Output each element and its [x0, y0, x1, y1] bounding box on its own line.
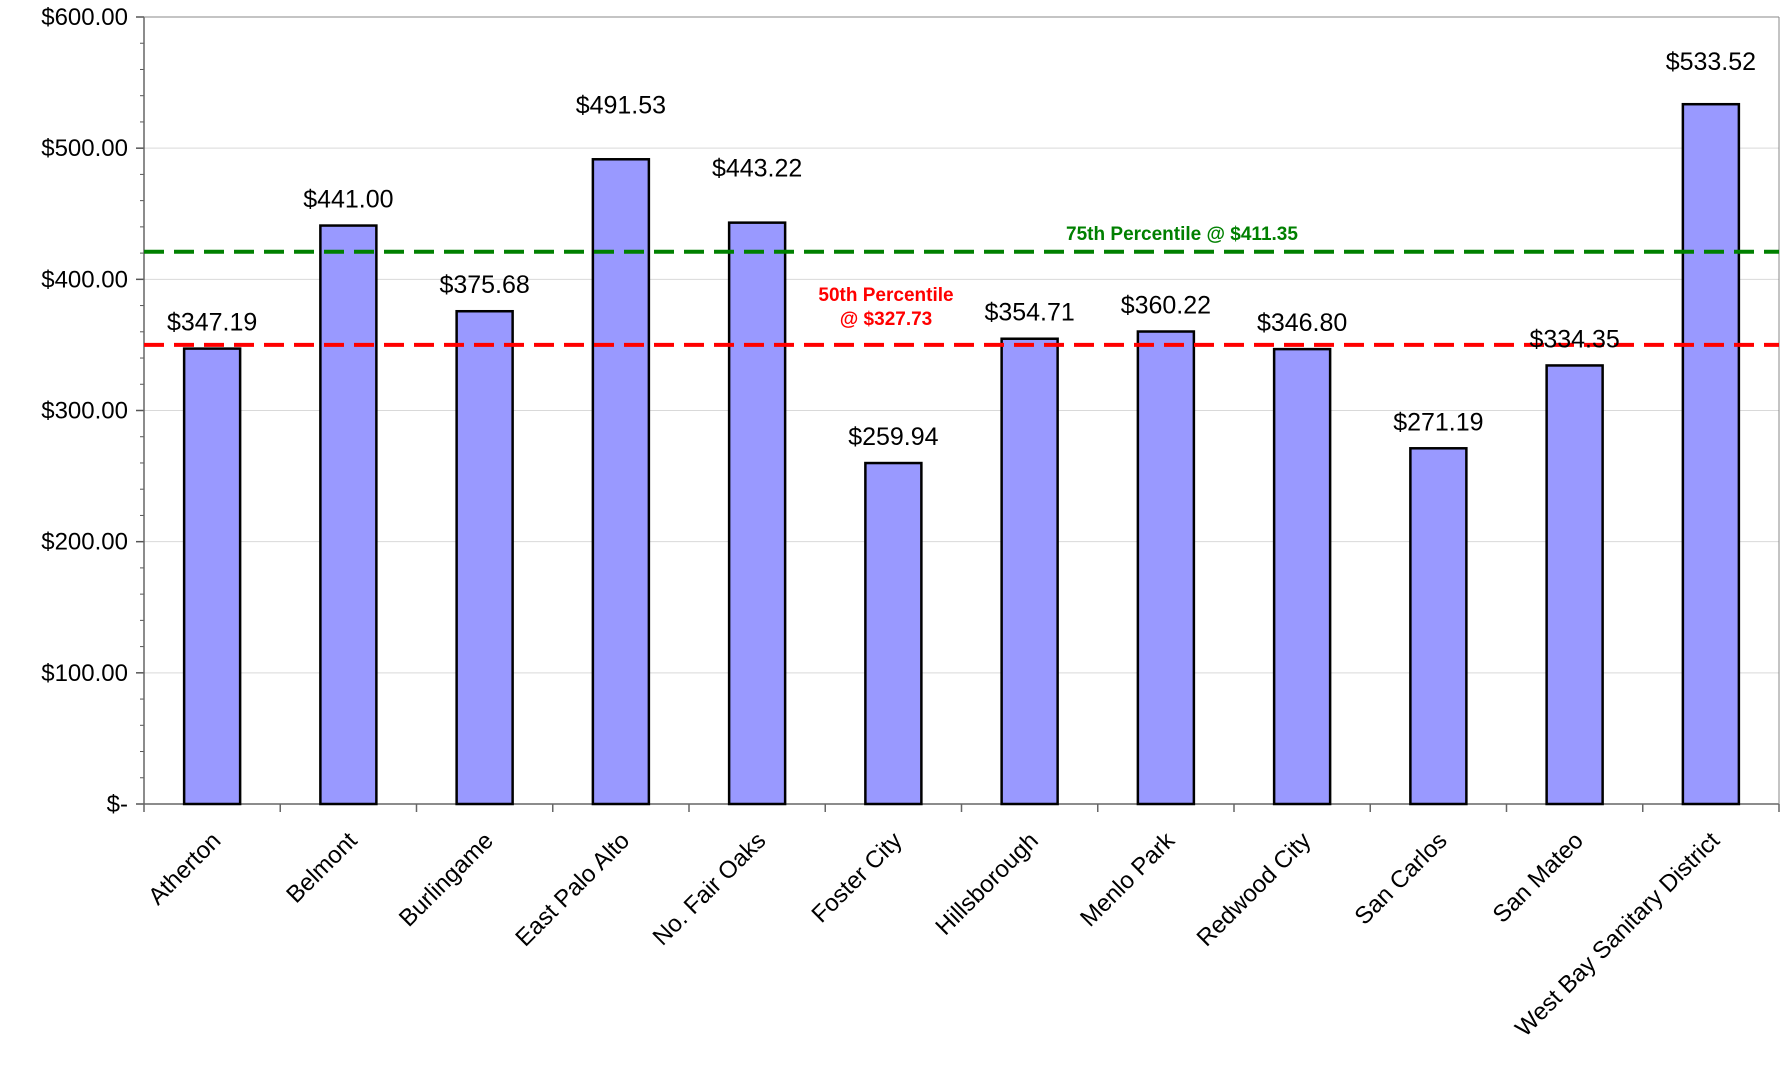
category-label: Foster City [806, 827, 907, 928]
reference-label: @ $327.73 [840, 309, 933, 330]
reference-label: 75th Percentile @ $411.35 [1066, 224, 1298, 245]
bar [455, 309, 514, 806]
y-tick-label: $- [107, 791, 128, 818]
category-label: East Palo Alto [510, 827, 635, 952]
category-label: San Mateo [1488, 827, 1589, 928]
category-label: Menlo Park [1075, 826, 1181, 932]
y-tick-label: $200.00 [41, 529, 128, 556]
category-label: Belmont [281, 827, 363, 909]
category-label: San Carlos [1350, 827, 1453, 930]
bar [1272, 347, 1332, 806]
reference-label: 50th Percentile [818, 285, 953, 306]
category-label: Burlingame [394, 827, 499, 932]
data-label: $347.19 [167, 309, 257, 337]
data-label: $334.35 [1529, 325, 1619, 353]
data-label: $354.71 [984, 299, 1074, 327]
y-tick-label: $600.00 [41, 4, 128, 31]
data-label: $533.52 [1666, 48, 1756, 76]
data-label: $491.53 [576, 91, 666, 119]
bar [1000, 337, 1059, 806]
bars [182, 102, 1741, 806]
data-label: $346.80 [1257, 309, 1347, 337]
data-label: $271.19 [1393, 408, 1483, 436]
y-tick-label: $400.00 [41, 266, 128, 293]
bar [591, 158, 651, 806]
bar [1681, 102, 1741, 806]
bar [1409, 447, 1468, 806]
axes [136, 16, 1780, 812]
y-tick-label: $100.00 [41, 660, 128, 687]
category-label: Atherton [143, 827, 226, 910]
bar [864, 461, 923, 806]
bar [319, 224, 378, 806]
bar [1136, 330, 1196, 806]
data-label: $375.68 [439, 271, 529, 299]
category-label: No. Fair Oaks [648, 827, 772, 951]
category-label: Hillsborough [930, 827, 1043, 940]
reference-lines [144, 249, 1779, 347]
bar [1545, 364, 1604, 806]
category-label: Redwood City [1192, 827, 1317, 952]
bar [182, 347, 242, 806]
data-label: $360.22 [1121, 292, 1211, 320]
bar [727, 221, 787, 806]
y-tick-label: $500.00 [41, 135, 128, 162]
data-label: $259.94 [848, 423, 938, 451]
data-label: $441.00 [303, 186, 393, 214]
data-label: $443.22 [712, 155, 802, 183]
y-tick-label: $300.00 [41, 398, 128, 425]
